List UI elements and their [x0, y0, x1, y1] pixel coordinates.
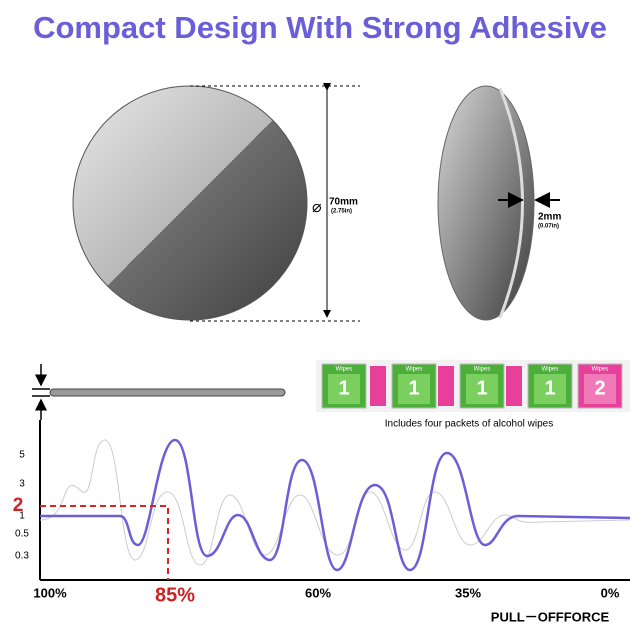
y-label: 3 — [19, 479, 25, 490]
highlight-x: 85% — [155, 584, 195, 606]
reference-curve — [39, 439, 631, 566]
x-title: PULL－OFFFORCE — [491, 609, 610, 624]
plate-arrows — [32, 364, 50, 420]
wipe-pink — [438, 366, 454, 406]
wipe-number: 1 — [338, 377, 349, 399]
wipe-inner — [398, 374, 430, 404]
title: Compact Design With Strong Adhesive — [33, 10, 607, 45]
wipe-number: 1 — [476, 377, 487, 399]
wipe-number: 2 — [594, 377, 605, 399]
diameter-imperial: (2.75in) — [331, 209, 352, 215]
wipe-label: Wipes — [592, 367, 609, 373]
thickness-imperial: (0.07in) — [538, 224, 559, 230]
wipe-inner — [328, 374, 360, 404]
wipe-pink — [506, 366, 522, 406]
x-label: 35% — [455, 585, 481, 600]
wipe-number: 1 — [544, 377, 555, 399]
dimension — [190, 83, 360, 322]
highlight-guide — [40, 505, 169, 580]
disc-front — [72, 85, 308, 321]
wipes-caption: Includes four packets of alcohol wipes — [385, 419, 553, 430]
wipe-inner — [584, 374, 616, 404]
wipe-pink — [370, 366, 386, 406]
y-label: 0.3 — [15, 551, 29, 562]
y-label: 1 — [19, 511, 25, 522]
wipe-label: Wipes — [336, 367, 353, 373]
wipe-label: Wipes — [474, 367, 491, 373]
x-label: 0% — [601, 585, 620, 600]
disc-side — [437, 85, 535, 321]
diameter: 70mm — [329, 197, 358, 208]
adhesion-curve — [40, 438, 631, 572]
wipe-label: Wipes — [542, 367, 559, 373]
y-label: 0.5 — [15, 529, 29, 540]
diameter-symbol: ⌀ — [312, 199, 322, 216]
x-label: 60% — [305, 585, 331, 600]
plate-profile — [49, 388, 286, 397]
wipe-inner — [466, 374, 498, 404]
wipe-label: Wipes — [406, 367, 423, 373]
wipe-number: 1 — [408, 377, 419, 399]
y-label: 5 — [19, 450, 25, 461]
wipe-inner — [534, 374, 566, 404]
thickness: 2mm — [538, 212, 561, 223]
highlight-y: 2 — [13, 495, 24, 516]
x-label: 100% — [33, 585, 67, 600]
